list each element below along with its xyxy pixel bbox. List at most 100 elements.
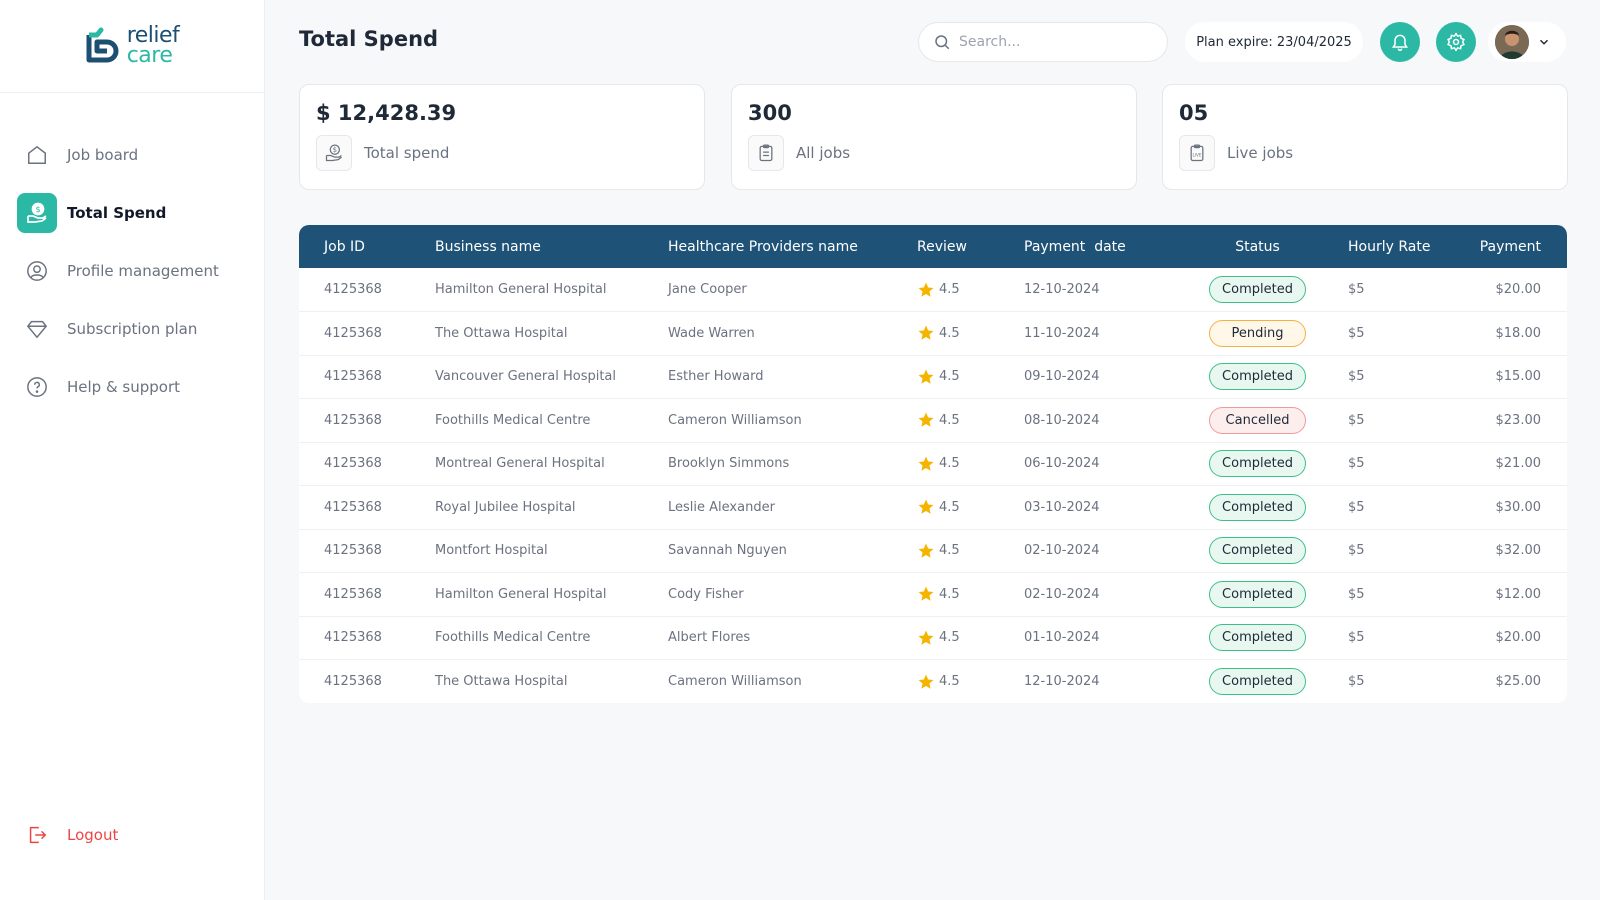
cell-provider-name: Cameron Williamson [668,674,802,689]
star-icon [918,586,934,601]
column-header-payment[interactable]: Payment [1479,238,1541,255]
cell-payment-date: 02-10-2024 [1024,586,1100,602]
sidebar-item-total-spend[interactable]: $ Total Spend [17,193,247,233]
review-score: 4.5 [939,412,960,428]
cell-payment: $23.00 [1495,412,1542,428]
cell-status: Completed [1184,442,1331,486]
cell-hourly-rate: $5 [1348,412,1365,428]
cell-payment-date: 01-10-2024 [1024,630,1100,646]
settings-button[interactable] [1436,22,1476,62]
star-icon [918,282,934,297]
column-header-provider-name[interactable]: Healthcare Providers name [668,238,858,255]
brand-line-1: relief [126,22,180,48]
user-circle-icon [17,251,57,291]
svg-text:$: $ [35,205,40,214]
review-score: 4.5 [939,456,960,472]
stat-card-total-spend: $ 12,428.39 $ Total spend [299,84,705,190]
status-badge: Completed [1209,493,1306,521]
column-header-hourly-rate[interactable]: Hourly Rate [1348,238,1431,255]
cell-review: 4.5 [917,573,1024,617]
table-row[interactable]: 4125368 Montreal General Hospital Brooklyn… [299,442,1567,486]
cell-job-id: 4125368 [324,543,382,559]
sidebar-nav: Job board $ Total Spend Profile manageme… [17,135,247,425]
svg-text:LIVE: LIVE [1192,152,1201,157]
sidebar-item-help-support[interactable]: Help & support [17,367,247,407]
column-header-review[interactable]: Review [917,238,967,255]
hand-coin-icon: $ [316,135,352,171]
sidebar-item-profile-management[interactable]: Profile management [17,251,247,291]
cell-payment-date: 08-10-2024 [1024,412,1100,428]
table-row[interactable]: 4125368 Foothills Medical Centre Albert Fl… [299,616,1567,660]
status-badge: Completed [1209,363,1306,391]
search-input[interactable] [959,34,1149,50]
cell-business-name: The Ottawa Hospital [435,674,568,689]
stat-value: $ 12,428.39 [316,101,457,125]
cell-hourly-rate: $5 [1348,282,1365,297]
cell-job-id: 4125368 [324,586,382,602]
table-row[interactable]: 4125368 The Ottawa Hospital Cameron Willia… [299,660,1567,704]
cell-provider-name: Savannah Nguyen [668,543,787,559]
review-score: 4.5 [939,674,960,689]
star-icon [918,412,934,427]
cell-job-id: 4125368 [324,282,382,297]
status-badge: Completed [1209,537,1306,565]
cell-status: Pending [1184,312,1331,356]
column-header-job-id[interactable]: Job ID [324,238,365,255]
cell-hourly-rate: $5 [1348,369,1365,385]
table-header-row: Job ID Business name Healthcare Provider… [299,225,1567,268]
review-score: 4.5 [939,325,960,341]
review-score: 4.5 [939,586,960,602]
logo[interactable]: relief care [0,0,264,93]
search-box[interactable] [918,22,1168,62]
sidebar-item-label: Total Spend [67,204,167,222]
stat-label: Total spend [364,144,450,162]
logout-label: Logout [67,826,119,844]
star-icon [918,630,934,645]
table-row[interactable]: 4125368 Montfort Hospital Savannah Nguyen 4… [299,529,1567,573]
notifications-button[interactable] [1380,22,1420,62]
table-row[interactable]: 4125368 The Ottawa Hospital Wade Warren 4.5… [299,312,1567,356]
logout-button[interactable]: Logout [17,815,118,855]
sidebar-item-subscription-plan[interactable]: Subscription plan [17,309,247,349]
cell-status: Completed [1184,268,1331,312]
cell-review: 4.5 [917,660,1024,704]
star-icon [918,543,934,558]
profile-menu[interactable] [1488,22,1566,62]
cell-payment: $18.00 [1495,325,1542,341]
live-clipboard-icon: LIVE [1179,135,1215,171]
column-header-business-name[interactable]: Business name [435,238,541,255]
cell-status: Completed [1184,616,1331,660]
cell-review: 4.5 [917,529,1024,573]
review-score: 4.5 [939,369,960,385]
stat-card-all-jobs: 300 All jobs [731,84,1137,190]
table-row[interactable]: 4125368 Royal Jubilee Hospital Leslie Alex… [299,486,1567,530]
cell-status: Completed [1184,355,1331,399]
table-row[interactable]: 4125368 Vancouver General Hospital Esther … [299,355,1567,399]
sidebar-item-job-board[interactable]: Job board [17,135,247,175]
cell-provider-name: Leslie Alexander [668,499,775,515]
cell-job-id: 4125368 [324,630,382,646]
hand-coin-icon: $ [17,193,57,233]
table-body: 4125368 Hamilton General Hospital Jane Coo… [299,268,1567,703]
cell-hourly-rate: $5 [1348,543,1365,559]
cell-review: 4.5 [917,399,1024,443]
cell-business-name: Hamilton General Hospital [435,282,607,297]
star-icon [918,674,934,689]
column-header-payment-date[interactable]: Payment date [1024,238,1126,255]
logout-icon [17,815,57,855]
cell-review: 4.5 [917,486,1024,530]
table-row[interactable]: 4125368 Foothills Medical Centre Cameron W… [299,399,1567,443]
table-row[interactable]: 4125368 Hamilton General Hospital Jane Coo… [299,268,1567,312]
cell-payment-date: 02-10-2024 [1024,543,1100,559]
cell-job-id: 4125368 [324,369,382,385]
column-header-status[interactable]: Status [1235,238,1280,255]
cell-business-name: Montreal General Hospital [435,456,605,472]
cell-business-name: Royal Jubilee Hospital [435,499,576,515]
table-row[interactable]: 4125368 Hamilton General Hospital Cody Fis… [299,573,1567,617]
review-score: 4.5 [939,499,960,515]
status-badge: Completed [1209,624,1306,652]
star-icon [918,456,934,471]
cell-hourly-rate: $5 [1348,586,1365,602]
relief-care-logo-icon [86,27,119,63]
search-icon [935,35,950,50]
